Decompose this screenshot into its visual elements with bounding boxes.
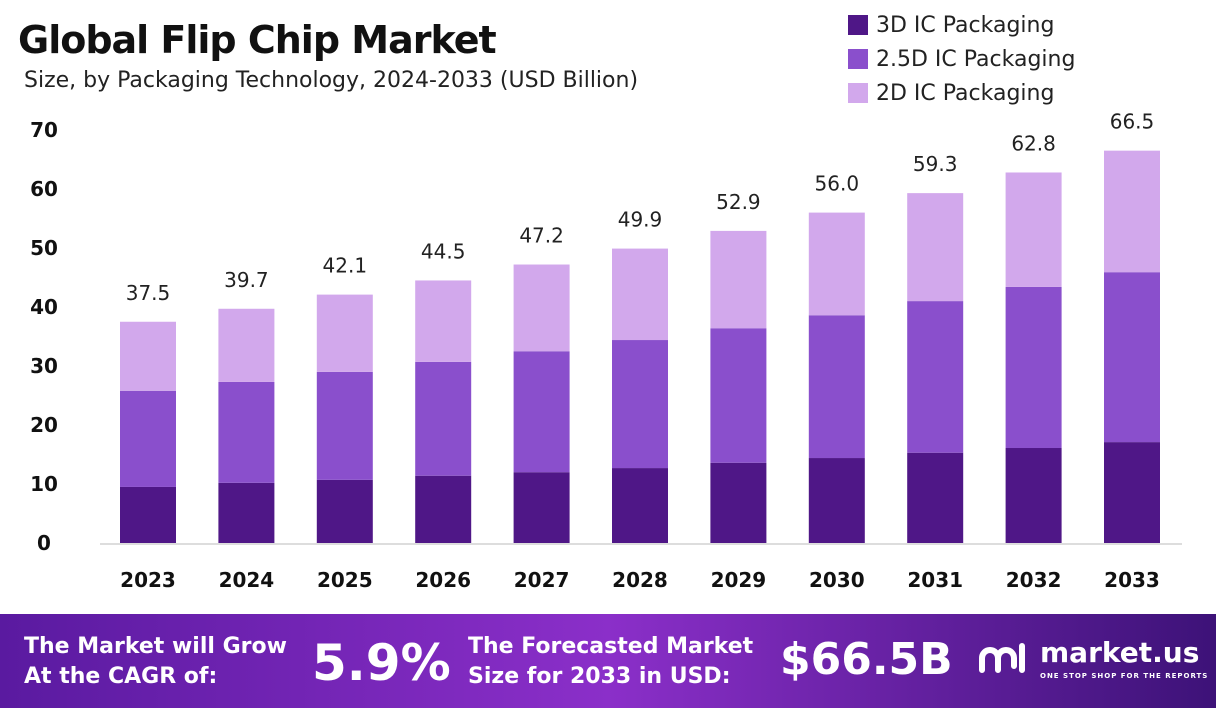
bar-segment [1005, 172, 1062, 287]
chart-plot: 01020304050607037.5202339.7202442.120254… [30, 110, 1182, 592]
brand-tagline: ONE STOP SHOP FOR THE REPORTS [1040, 672, 1209, 680]
bar-segment [415, 361, 472, 476]
total-label: 44.5 [421, 239, 466, 263]
total-label: 56.0 [815, 172, 860, 196]
total-label: 49.9 [618, 208, 663, 232]
bar-segment [1104, 150, 1160, 273]
y-tick-label: 60 [30, 177, 58, 201]
y-tick-label: 20 [30, 413, 58, 437]
size-label: The Forecasted Market Size for 2033 in US… [468, 634, 754, 689]
bar-segment [415, 475, 472, 543]
x-tick-label: 2024 [219, 568, 275, 592]
bar-segment [1005, 448, 1062, 543]
y-tick-label: 10 [30, 472, 58, 496]
total-label: 37.5 [126, 281, 171, 305]
bar-segment [218, 308, 275, 382]
x-tick-label: 2029 [711, 568, 767, 592]
bar-segment [612, 468, 668, 543]
bar-segment [808, 212, 865, 316]
bar-segment [316, 371, 373, 480]
bar-segment [808, 458, 865, 543]
bar-segment [907, 452, 964, 543]
legend: 3D IC Packaging 2.5D IC Packaging 2D IC Pa… [848, 8, 1075, 110]
bar-segment [907, 193, 964, 302]
y-tick-label: 70 [30, 118, 58, 142]
bar-segment [907, 301, 964, 453]
bar-segment [710, 462, 767, 543]
chart-subtitle: Size, by Packaging Technology, 2024-2033… [24, 68, 639, 93]
legend-item: 2D IC Packaging [848, 76, 1075, 110]
y-tick-label: 30 [30, 354, 58, 378]
bar-segment [218, 482, 275, 543]
y-tick-label: 0 [37, 531, 51, 555]
bar-segment [1104, 272, 1160, 443]
legend-swatch [848, 15, 868, 35]
brand-name: market.us [1040, 636, 1200, 669]
bar-segment [612, 248, 668, 341]
total-label: 52.9 [716, 190, 761, 214]
legend-label: 3D IC Packaging [876, 12, 1055, 38]
total-label: 66.5 [1110, 110, 1155, 134]
bar-segment [808, 315, 865, 459]
bar-segment [1005, 286, 1062, 449]
legend-swatch [848, 49, 868, 69]
cagr-value: 5.9% [312, 634, 451, 692]
total-label: 39.7 [224, 268, 269, 292]
x-tick-label: 2033 [1104, 568, 1160, 592]
bar-segment [120, 486, 176, 543]
x-tick-label: 2030 [809, 568, 865, 592]
bar-segment [513, 351, 570, 473]
cagr-label: The Market will Grow At the CAGR of: [24, 634, 287, 689]
bar-segment [316, 479, 373, 543]
bar-segment [316, 294, 373, 372]
y-tick-label: 50 [30, 236, 58, 260]
bar-segment [612, 340, 668, 469]
x-tick-label: 2026 [415, 568, 471, 592]
legend-swatch [848, 83, 868, 103]
x-tick-label: 2031 [907, 568, 963, 592]
x-tick-label: 2025 [317, 568, 373, 592]
bar-segment [218, 381, 275, 483]
x-tick-label: 2023 [120, 568, 176, 592]
bar-segment [120, 321, 176, 391]
x-tick-label: 2027 [514, 568, 570, 592]
size-value: $66.5B [780, 634, 953, 685]
x-tick-label: 2028 [612, 568, 668, 592]
bar-segment [513, 472, 570, 543]
legend-item: 3D IC Packaging [848, 8, 1075, 42]
total-label: 59.3 [913, 152, 958, 176]
market-us-logo-icon [978, 640, 1030, 676]
bar-segment [1104, 442, 1160, 543]
x-tick-label: 2032 [1006, 568, 1062, 592]
total-label: 62.8 [1011, 131, 1056, 155]
footer-banner: The Market will Grow At the CAGR of: 5.9%… [0, 614, 1216, 708]
bar-segment [415, 280, 472, 362]
y-tick-label: 40 [30, 295, 58, 319]
bar-segment [710, 328, 767, 463]
legend-label: 2D IC Packaging [876, 80, 1055, 106]
total-label: 42.1 [323, 254, 368, 278]
legend-label: 2.5D IC Packaging [876, 46, 1076, 72]
bar-segment [120, 390, 176, 487]
chart-title: Global Flip Chip Market [18, 18, 497, 62]
legend-item: 2.5D IC Packaging [848, 42, 1075, 76]
bar-segment [513, 264, 570, 352]
bar-segment [710, 230, 767, 329]
total-label: 47.2 [519, 224, 564, 248]
